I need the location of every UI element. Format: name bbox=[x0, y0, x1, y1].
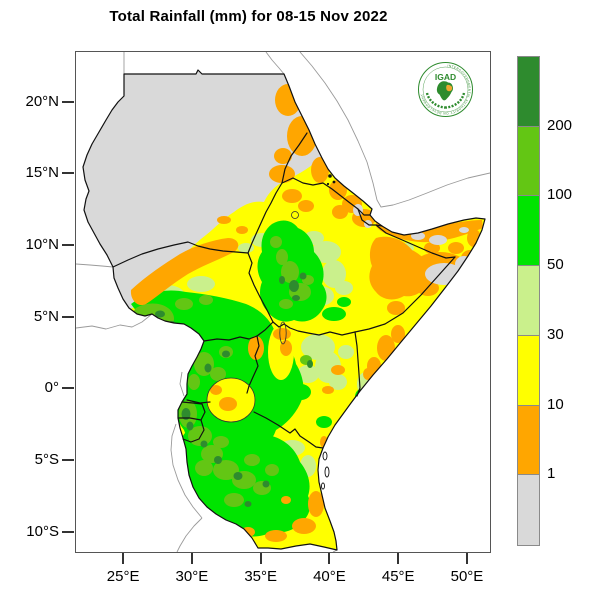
legend-segment-100-200-mm bbox=[518, 126, 539, 197]
figure-title: Total Rainfall (mm) for 08-15 Nov 2022 bbox=[109, 8, 388, 25]
coastal-islands bbox=[321, 451, 330, 490]
lake-turkana bbox=[279, 321, 287, 345]
y-tick-label: 15°N bbox=[25, 164, 59, 182]
rainfall-field bbox=[83, 70, 485, 550]
y-tick-mark bbox=[62, 243, 74, 246]
lake-tana bbox=[291, 211, 299, 219]
legend-boundary-label: 200 bbox=[547, 116, 573, 134]
legend-segment-30-50-mm bbox=[518, 266, 539, 336]
legend-boundary-label: 100 bbox=[547, 186, 573, 204]
x-tick-label: 25°E bbox=[106, 568, 140, 585]
map-plot-area bbox=[75, 51, 491, 553]
dry-region-sudan bbox=[83, 70, 326, 311]
x-tick-mark bbox=[328, 553, 331, 564]
legend-segment-above-200-mm bbox=[518, 57, 539, 127]
lake-victoria-outline bbox=[206, 377, 256, 423]
legend-boundary-label: 10 bbox=[547, 395, 564, 413]
legend-boundary-label: 1 bbox=[547, 465, 556, 483]
y-tick-mark bbox=[62, 387, 74, 390]
y-tick-label: 5°S bbox=[34, 450, 59, 468]
legend-segment-50-100-mm bbox=[518, 196, 539, 267]
y-tick-mark bbox=[62, 530, 74, 533]
country-borders bbox=[82, 69, 486, 551]
lakes-and-islands bbox=[206, 174, 336, 490]
legend-boundary-label: 50 bbox=[547, 256, 564, 274]
x-tick-mark bbox=[397, 553, 400, 564]
y-tick-mark bbox=[62, 315, 74, 318]
legend-segment-10-30-mm bbox=[518, 335, 539, 406]
legend-boundary-label: 30 bbox=[547, 325, 564, 343]
x-tick-mark bbox=[259, 553, 262, 564]
x-tick-mark bbox=[465, 553, 468, 564]
logo-africa-shape bbox=[436, 81, 454, 101]
x-tick-label: 50°E bbox=[450, 568, 484, 585]
x-tick-label: 45°E bbox=[381, 568, 415, 585]
y-tick-mark bbox=[62, 458, 74, 461]
x-tick-label: 35°E bbox=[244, 568, 278, 585]
y-tick-label: 20°N bbox=[25, 92, 59, 110]
dahlak-islands bbox=[326, 174, 336, 186]
legend-colorbar bbox=[517, 56, 540, 546]
x-tick-label: 40°E bbox=[313, 568, 346, 585]
map-svg bbox=[76, 52, 490, 552]
y-tick-label: 5°N bbox=[33, 307, 59, 325]
igad-logo: INTERGOVERNMENTAL AUTHORITY ON DEVELOPME… bbox=[418, 62, 473, 117]
x-tick-mark bbox=[190, 553, 193, 564]
y-tick-label: 10°S bbox=[26, 522, 59, 540]
x-tick-label: 30°E bbox=[175, 568, 209, 585]
x-tick-mark bbox=[122, 553, 125, 564]
legend-segment-below-1-mm bbox=[518, 475, 539, 545]
legend-segment-1-10-mm bbox=[518, 405, 539, 476]
y-tick-mark bbox=[62, 172, 74, 175]
y-tick-label: 10°N bbox=[25, 235, 59, 253]
logo-laurel-wreath bbox=[425, 92, 466, 109]
logo-acronym: IGAD bbox=[435, 72, 456, 82]
y-tick-mark bbox=[62, 100, 74, 103]
y-tick-label: 0° bbox=[44, 379, 59, 397]
